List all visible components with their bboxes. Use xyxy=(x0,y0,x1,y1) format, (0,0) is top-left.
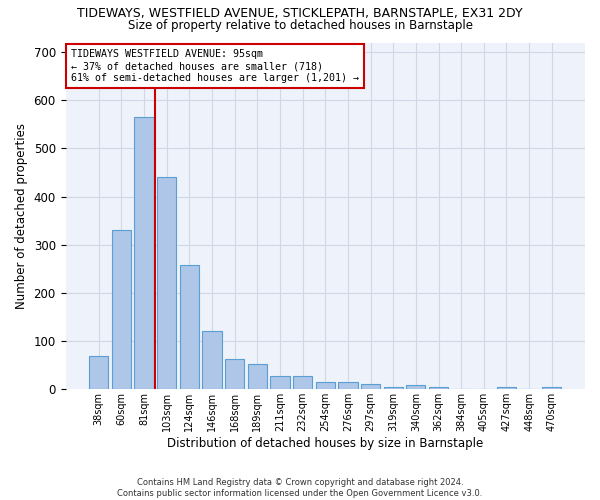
Text: TIDEWAYS WESTFIELD AVENUE: 95sqm
← 37% of detached houses are smaller (718)
61% : TIDEWAYS WESTFIELD AVENUE: 95sqm ← 37% o… xyxy=(71,50,359,82)
Bar xyxy=(429,387,448,390)
Text: TIDEWAYS, WESTFIELD AVENUE, STICKLEPATH, BARNSTAPLE, EX31 2DY: TIDEWAYS, WESTFIELD AVENUE, STICKLEPATH,… xyxy=(77,8,523,20)
Y-axis label: Number of detached properties: Number of detached properties xyxy=(15,123,28,309)
Bar xyxy=(406,386,425,390)
Bar xyxy=(134,117,154,390)
Bar xyxy=(180,265,199,390)
Bar xyxy=(361,384,380,390)
Text: Contains HM Land Registry data © Crown copyright and database right 2024.
Contai: Contains HM Land Registry data © Crown c… xyxy=(118,478,482,498)
Bar xyxy=(338,382,358,390)
Bar xyxy=(157,178,176,390)
Bar xyxy=(293,376,312,390)
Bar xyxy=(89,356,109,390)
Bar xyxy=(202,330,221,390)
X-axis label: Distribution of detached houses by size in Barnstaple: Distribution of detached houses by size … xyxy=(167,437,484,450)
Text: Size of property relative to detached houses in Barnstaple: Size of property relative to detached ho… xyxy=(128,18,473,32)
Bar xyxy=(383,387,403,390)
Bar xyxy=(112,230,131,390)
Bar xyxy=(271,376,290,390)
Bar xyxy=(542,387,562,390)
Bar xyxy=(316,382,335,390)
Bar xyxy=(248,364,267,390)
Bar xyxy=(497,387,516,390)
Bar xyxy=(225,359,244,390)
